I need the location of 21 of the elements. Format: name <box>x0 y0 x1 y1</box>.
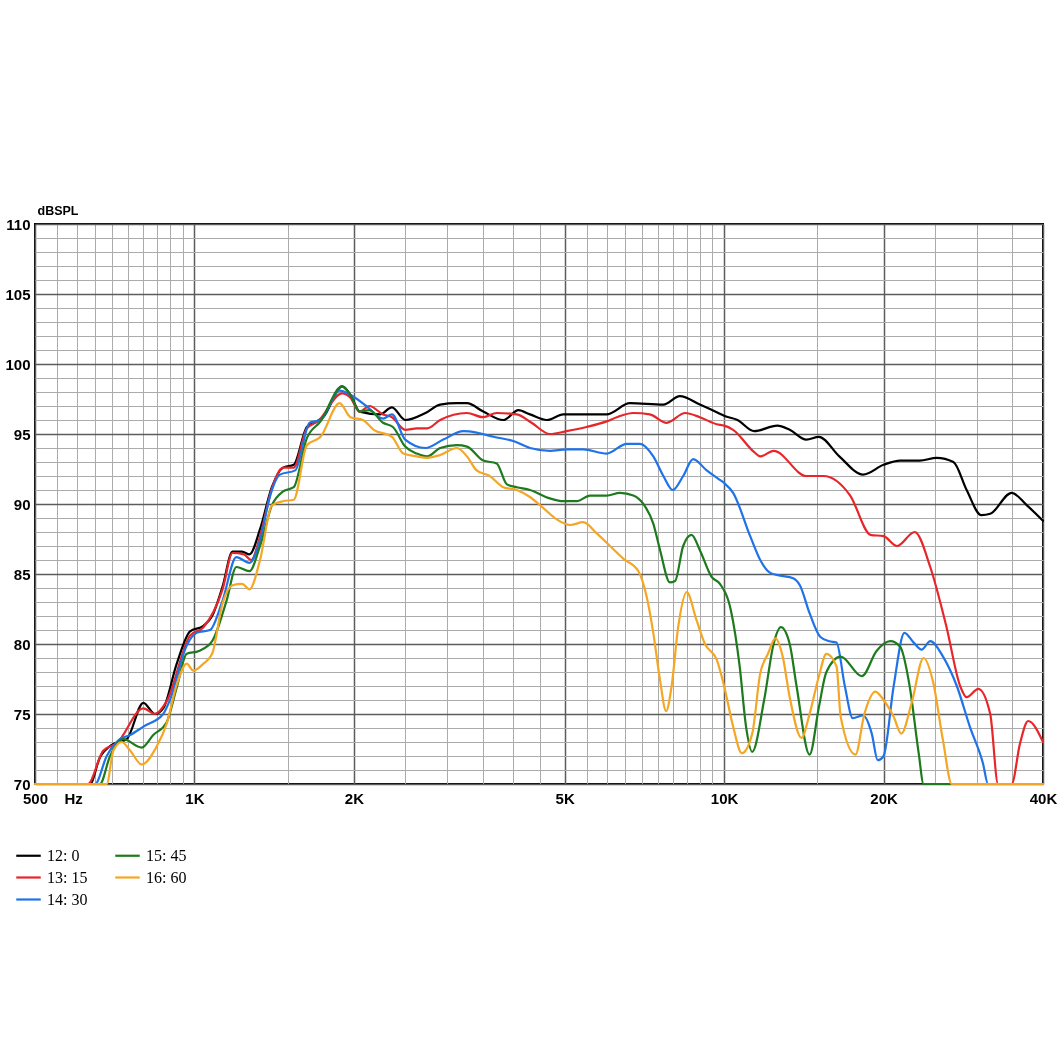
y-tick-label: 85 <box>13 565 31 583</box>
y-tick-label: 100 <box>5 355 31 373</box>
x-tick-label: 40K <box>1029 789 1058 807</box>
y-tick-label: 80 <box>13 635 31 653</box>
y-tick-label: 110 <box>6 215 31 233</box>
x-tick-label: 2K <box>344 789 365 807</box>
x-tick-label: 1K <box>185 789 205 807</box>
y-tick-label: 90 <box>13 495 31 513</box>
legend-label: 15: 45 <box>146 846 187 864</box>
legend-label: 12: 0 <box>47 846 80 864</box>
legend-label: 13: 15 <box>47 868 88 886</box>
y-tick-label: 95 <box>13 425 31 443</box>
x-axis-title: Hz <box>64 789 83 807</box>
y-tick-label: 105 <box>5 285 31 303</box>
x-tick-label: 10K <box>710 789 739 807</box>
y-tick-label: 75 <box>13 705 31 723</box>
x-tick-label: 20K <box>870 789 898 807</box>
legend-label: 16: 60 <box>146 868 187 886</box>
x-tick-label: 5K <box>555 789 575 807</box>
y-axis-title: dBSPL <box>37 203 79 218</box>
legend-label: 14: 30 <box>47 890 88 908</box>
